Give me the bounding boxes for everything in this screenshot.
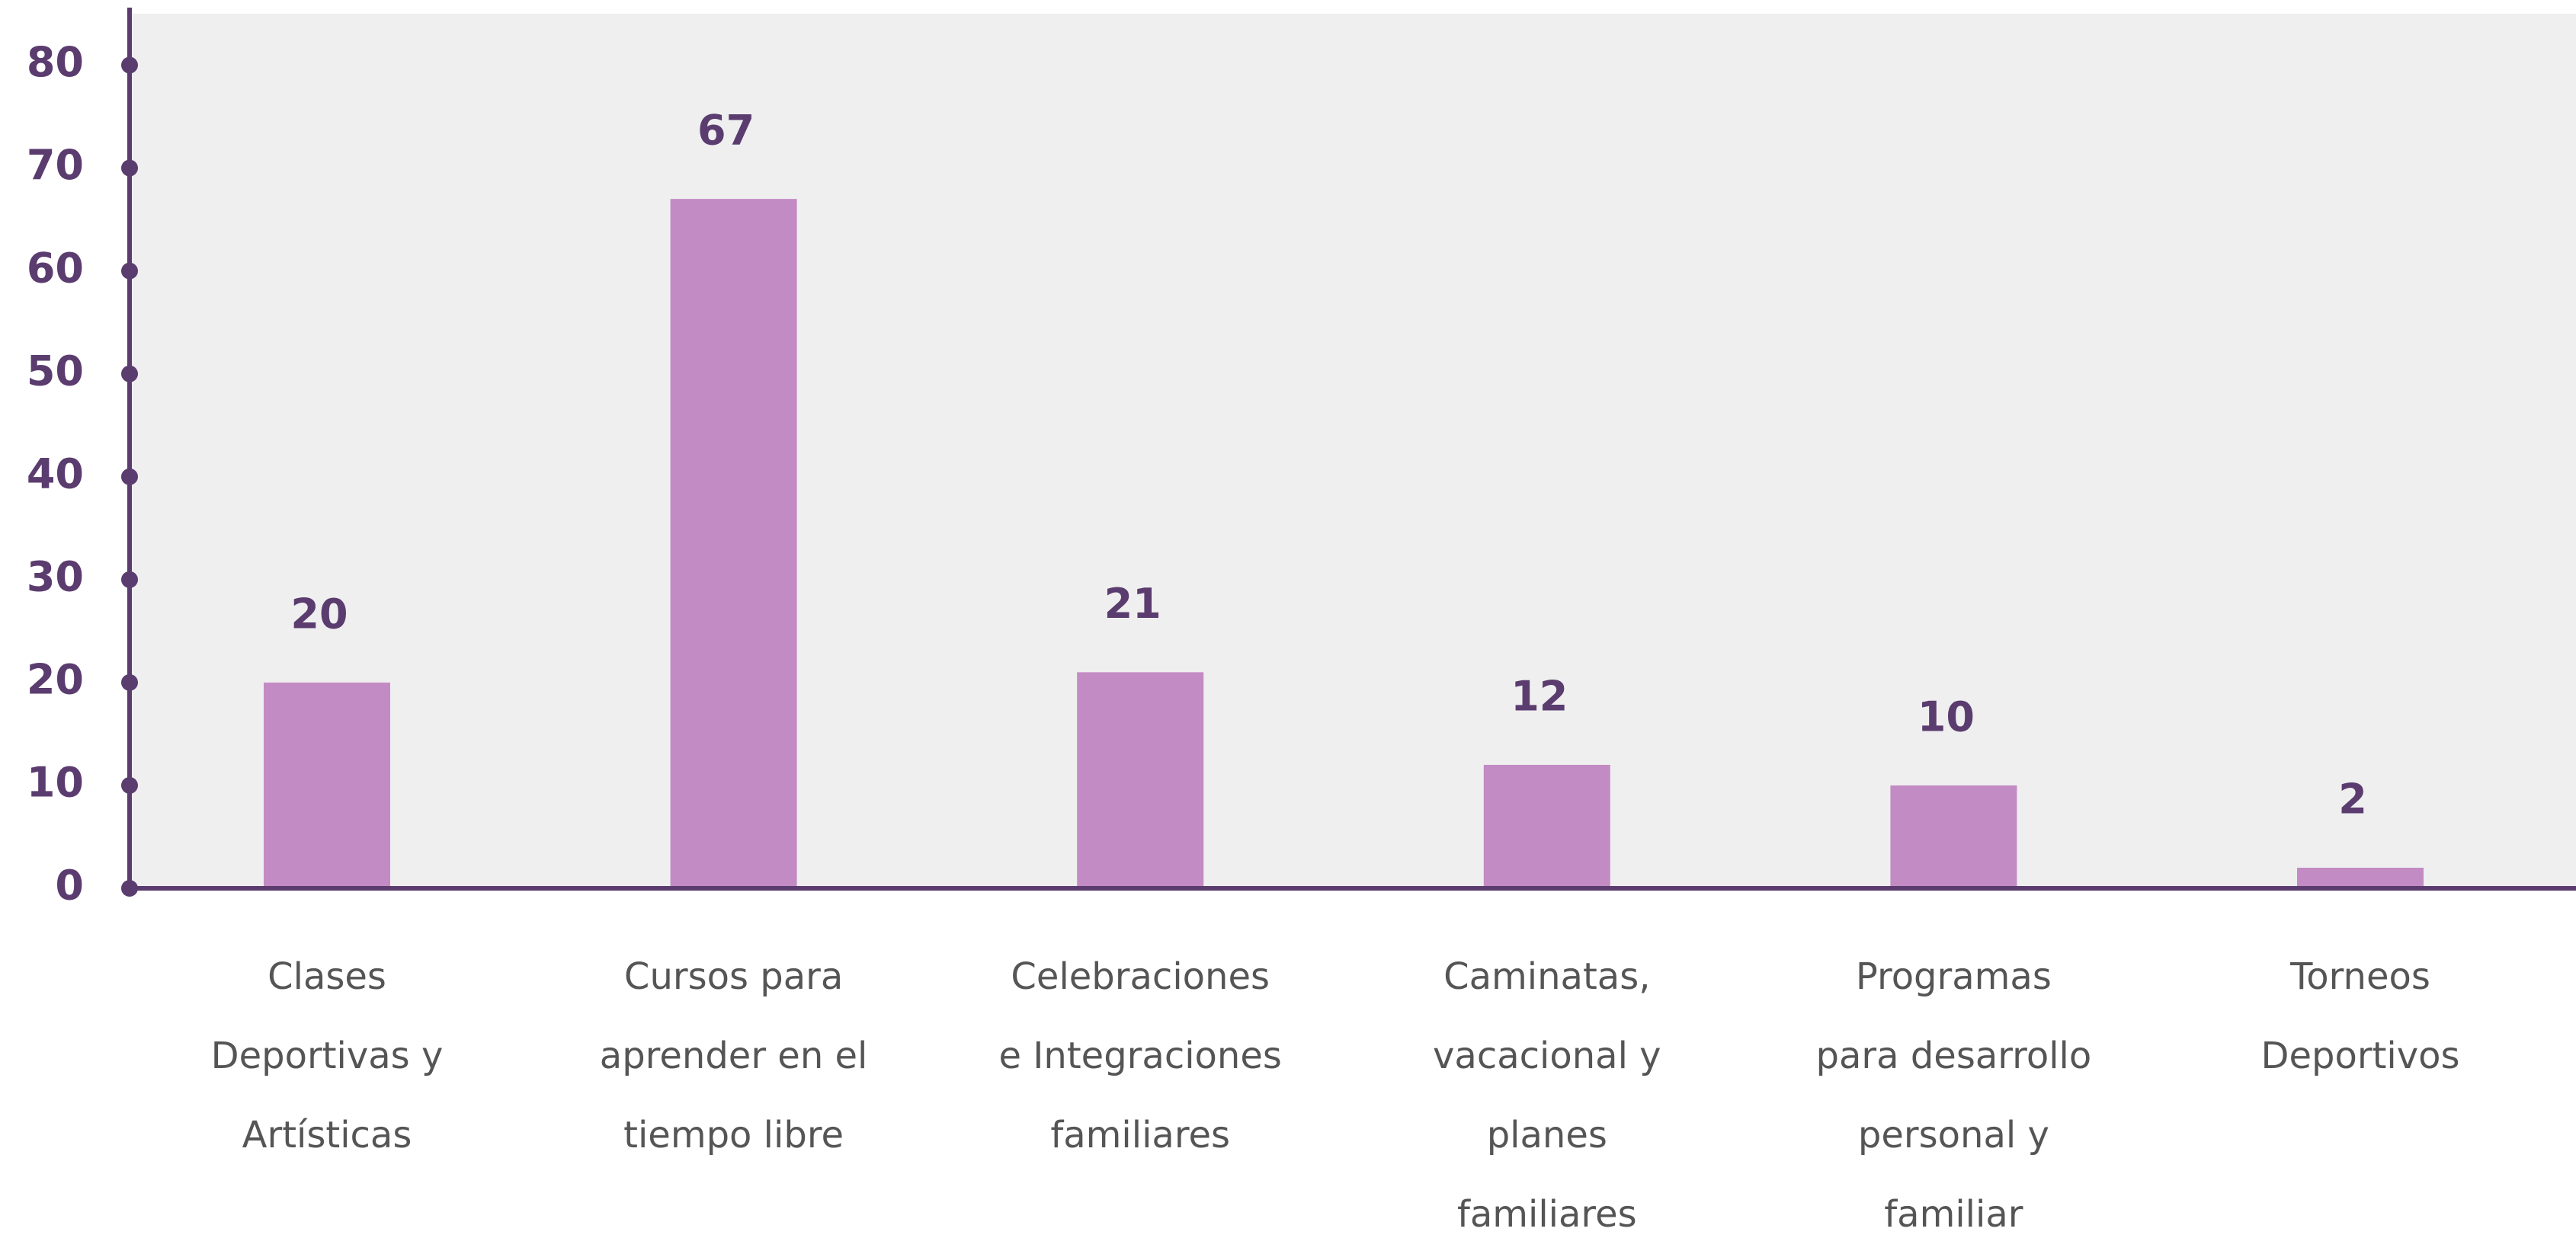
bar (1890, 785, 2017, 888)
y-tick-label: 60 (27, 244, 84, 292)
x-tick-label: Torneos Deportivos (2260, 955, 2460, 1077)
y-tick-label: 50 (27, 347, 84, 395)
y-tick-label: 40 (27, 449, 84, 497)
x-tick-label: Clases Deportivas y Artísticas (210, 955, 444, 1156)
y-tick-label: 20 (27, 656, 84, 704)
y-tick-label: 30 (27, 552, 84, 600)
bar (1077, 672, 1204, 888)
x-tick-label: Celebraciones e Integraciones familiares (998, 955, 1282, 1156)
x-tick-label: Caminatas, vacacional y planes familiare… (1433, 955, 1661, 1236)
y-tick-mark (121, 262, 138, 280)
bar (1483, 764, 1610, 888)
y-tick-label: 80 (27, 38, 84, 86)
x-tick-label: Cursos para aprender en el tiempo libre (599, 955, 868, 1156)
bar (2297, 867, 2424, 888)
y-tick-mark (121, 571, 138, 588)
y-tick-mark (121, 159, 138, 177)
y-tick-mark (121, 468, 138, 485)
value-label: 2 (2338, 776, 2367, 824)
y-tick-label: 70 (27, 141, 84, 189)
y-tick-mark (121, 673, 138, 691)
plot-background (130, 14, 2576, 888)
y-tick-label: 10 (27, 759, 84, 807)
y-tick-mark (121, 776, 138, 794)
value-label: 10 (1918, 693, 1975, 741)
value-label: 20 (290, 590, 348, 638)
value-label: 21 (1104, 580, 1161, 628)
value-label: 67 (697, 107, 755, 155)
bar (670, 199, 797, 888)
value-label: 12 (1511, 673, 1568, 721)
y-tick-mark (121, 365, 138, 382)
x-tick-label: Programas para desarrollo personal y fam… (1815, 955, 2092, 1236)
bar (264, 682, 390, 888)
y-tick-mark (121, 56, 138, 74)
y-tick-label: 0 (55, 862, 84, 910)
y-tick-mark (121, 880, 138, 897)
